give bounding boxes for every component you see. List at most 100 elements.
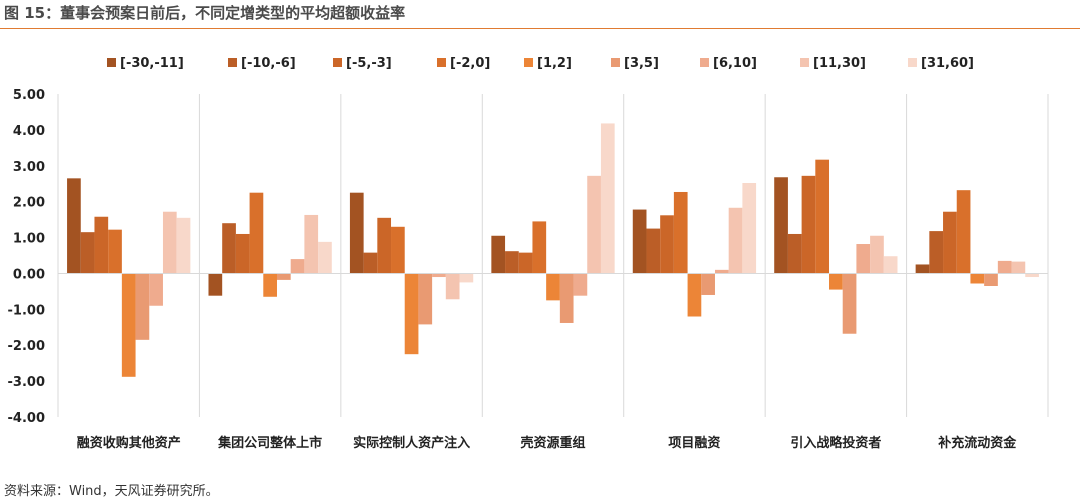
bar (363, 252, 378, 274)
bar (432, 273, 446, 278)
title-divider (0, 28, 1080, 29)
category-label: 融资收购其他资产 (77, 435, 181, 451)
bar (815, 159, 830, 274)
bar (587, 175, 601, 274)
category-labels: 融资收购其他资产 集团公司整体上市 实际控制人资产注入 壳资源重组 项目融资 引入战略投资… (77, 435, 1018, 451)
bar (518, 252, 533, 274)
bar (404, 273, 419, 355)
legend-label: [-10,-6] (241, 56, 296, 71)
bar (870, 235, 884, 274)
bar (701, 273, 715, 295)
bar (94, 216, 109, 274)
bar (673, 191, 688, 274)
bar (418, 273, 433, 325)
bar (391, 226, 405, 274)
bar (787, 233, 802, 274)
legend-swatch (700, 58, 709, 67)
bar (660, 215, 674, 274)
y-tick-label: 2.00 (13, 196, 45, 211)
bar (801, 175, 816, 274)
bar (1025, 273, 1039, 278)
bar (377, 217, 392, 274)
bar (445, 273, 460, 300)
source-note: 资料来源：Wind，天风证券研究所。 (4, 484, 219, 499)
bar (290, 259, 305, 274)
legend-label: [1,2] (537, 56, 572, 71)
y-tick-label: -4.00 (8, 411, 45, 426)
bar (842, 273, 857, 334)
bar (176, 217, 191, 274)
legend-label: [11,30] (813, 56, 866, 71)
category-label: 补充流动资金 (937, 435, 1017, 451)
legend-label: [-5,-3] (346, 56, 392, 71)
bar (997, 260, 1012, 274)
bar (532, 221, 547, 274)
bar (883, 256, 898, 274)
bar (108, 229, 122, 274)
bar (632, 209, 647, 274)
bar (546, 273, 560, 301)
bar (970, 273, 985, 284)
bar (149, 273, 163, 306)
bar (714, 269, 729, 274)
bar (80, 232, 95, 274)
bar (1011, 261, 1026, 274)
legend-label: [-2,0] (450, 56, 490, 71)
bar (276, 273, 291, 280)
bar (687, 273, 702, 317)
bar (742, 183, 757, 274)
legend-swatch (611, 58, 620, 67)
category-label: 项目融资 (668, 435, 720, 451)
y-tick-label: -1.00 (8, 303, 45, 318)
bar (915, 264, 930, 274)
bar (505, 251, 519, 274)
bar (829, 273, 843, 290)
legend-label: [6,10] (713, 56, 757, 71)
bar (491, 235, 506, 274)
legend-label: [3,5] (624, 56, 659, 71)
y-tick-label: 0.00 (13, 267, 45, 282)
bar (304, 214, 319, 274)
bar (774, 177, 788, 274)
bar (728, 207, 743, 274)
bar (600, 123, 615, 274)
bar (929, 231, 944, 274)
y-tick-label: 1.00 (13, 232, 45, 247)
y-axis-tick-labels: 5.00 4.00 3.00 2.00 1.00 0.00 -1.00 -2.00 -3.00 -… (8, 88, 45, 426)
legend-label: [-30,-11] (120, 56, 184, 71)
legend-swatch (228, 58, 237, 67)
title-bar: 图 15：董事会预案日前后，不同定增类型的平均超额收益率 (0, 0, 1080, 29)
chart-title: 图 15：董事会预案日前后，不同定增类型的平均超额收益率 (4, 4, 406, 22)
legend-swatch (333, 58, 342, 67)
bar (318, 241, 332, 274)
bar (956, 190, 971, 274)
category-label: 引入战略投资者 (790, 435, 881, 451)
legend-swatch (524, 58, 533, 67)
bar (67, 178, 81, 274)
bar (559, 273, 574, 323)
legend-swatch (800, 58, 809, 67)
y-tick-label: -3.00 (8, 375, 45, 390)
bar-chart: [-30,-11] [-10,-6] [-5,-3] [-2,0] [1,2] [3,5]… (8, 56, 1049, 451)
bar (249, 192, 264, 274)
category-label: 集团公司整体上市 (217, 435, 322, 451)
bar (208, 273, 223, 296)
legend: [-30,-11] [-10,-6] [-5,-3] [-2,0] [1,2] [3,5]… (107, 56, 974, 71)
bar (646, 228, 661, 274)
bar (135, 273, 150, 340)
y-tick-label: 3.00 (13, 160, 45, 175)
bar (349, 192, 364, 274)
bar (263, 273, 277, 297)
y-tick-label: -2.00 (8, 339, 45, 354)
bar (121, 273, 136, 377)
category-label: 壳资源重组 (519, 435, 585, 451)
category-separators (57, 94, 1049, 417)
legend-swatch (107, 58, 116, 67)
y-tick-label: 5.00 (13, 88, 45, 103)
category-label: 实际控制人资产注入 (353, 435, 470, 451)
y-tick-label: 4.00 (13, 124, 45, 139)
bar (162, 211, 177, 274)
bar (984, 273, 998, 286)
bar (573, 273, 588, 296)
bar (459, 273, 474, 283)
